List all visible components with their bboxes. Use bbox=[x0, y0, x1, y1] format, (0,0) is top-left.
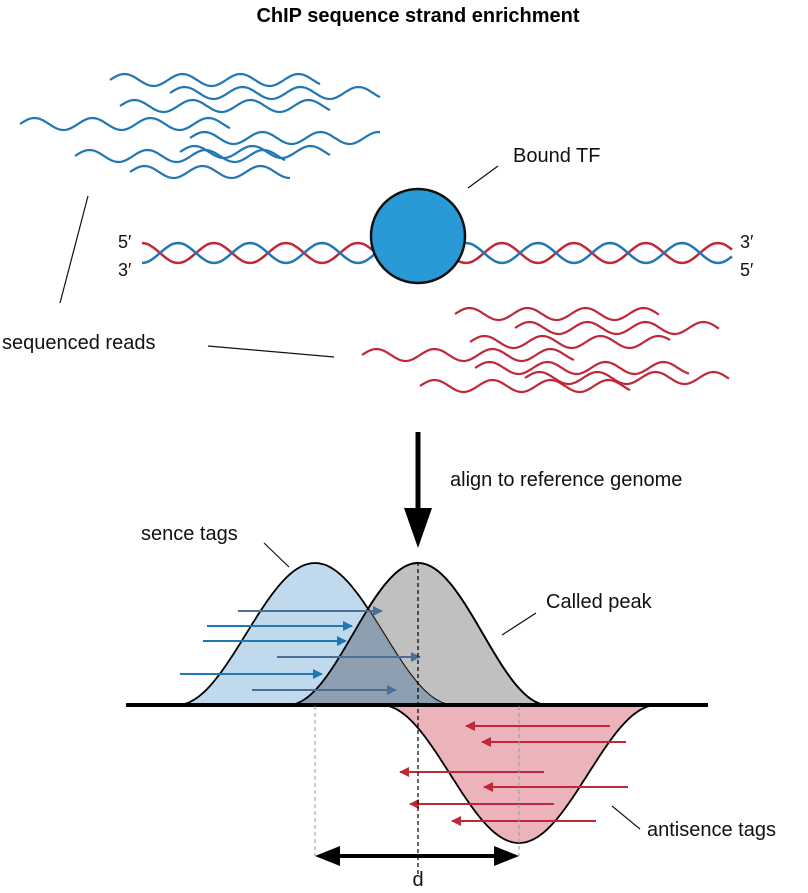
sense-read bbox=[189, 130, 381, 146]
bound-tf-label: Bound TF bbox=[513, 145, 600, 167]
distance-arrow-left-head bbox=[315, 846, 340, 866]
diagram-title: ChIP sequence strand enrichment bbox=[256, 5, 579, 27]
sense-tags-label: sence tags bbox=[141, 523, 238, 545]
sense-sequenced-reads bbox=[19, 72, 381, 180]
reads-leader-red bbox=[207, 345, 335, 358]
antisense-read bbox=[454, 306, 660, 322]
antisense-tag-arrows bbox=[399, 721, 628, 826]
antisense-read bbox=[524, 370, 730, 386]
antisense-read bbox=[419, 378, 631, 394]
strand-3prime-right: 3′ bbox=[740, 232, 754, 252]
antisense-tags-leader bbox=[611, 805, 641, 830]
antisense-tags-curve bbox=[380, 704, 658, 844]
strand-5prime-left: 5′ bbox=[118, 232, 132, 252]
sense-read bbox=[129, 164, 291, 180]
sense-read bbox=[109, 72, 321, 88]
antisense-tags-label: antisence tags bbox=[647, 819, 776, 841]
antisense-read bbox=[469, 334, 671, 350]
sense-read bbox=[119, 98, 331, 114]
distance-d-arrow bbox=[315, 846, 519, 866]
distance-arrow-right-head bbox=[494, 846, 519, 866]
sense-read bbox=[74, 148, 286, 164]
antisense-read bbox=[514, 320, 720, 336]
reads-leader-blue bbox=[59, 195, 89, 304]
antisense-read bbox=[361, 347, 575, 363]
called-peak-leader bbox=[501, 612, 537, 636]
align-arrow-head bbox=[404, 508, 432, 548]
sequenced-reads-label: sequenced reads bbox=[2, 332, 155, 354]
bound-tf-leader bbox=[467, 165, 499, 189]
strand-3prime-left: 3′ bbox=[118, 260, 132, 280]
sense-tag-arrows bbox=[180, 606, 421, 695]
antisense-sequenced-reads bbox=[361, 306, 730, 394]
sense-read bbox=[19, 116, 231, 132]
sense-read bbox=[169, 85, 381, 101]
strand-5prime-right: 5′ bbox=[740, 260, 754, 280]
called-peak-outline bbox=[287, 562, 549, 706]
bound-tf-circle bbox=[369, 187, 467, 285]
align-step-label: align to reference genome bbox=[450, 469, 682, 491]
distance-label: d bbox=[412, 869, 423, 891]
antisense-read bbox=[474, 360, 690, 376]
sense-tags-leader bbox=[263, 542, 290, 568]
called-peak-label: Called peak bbox=[546, 591, 653, 613]
